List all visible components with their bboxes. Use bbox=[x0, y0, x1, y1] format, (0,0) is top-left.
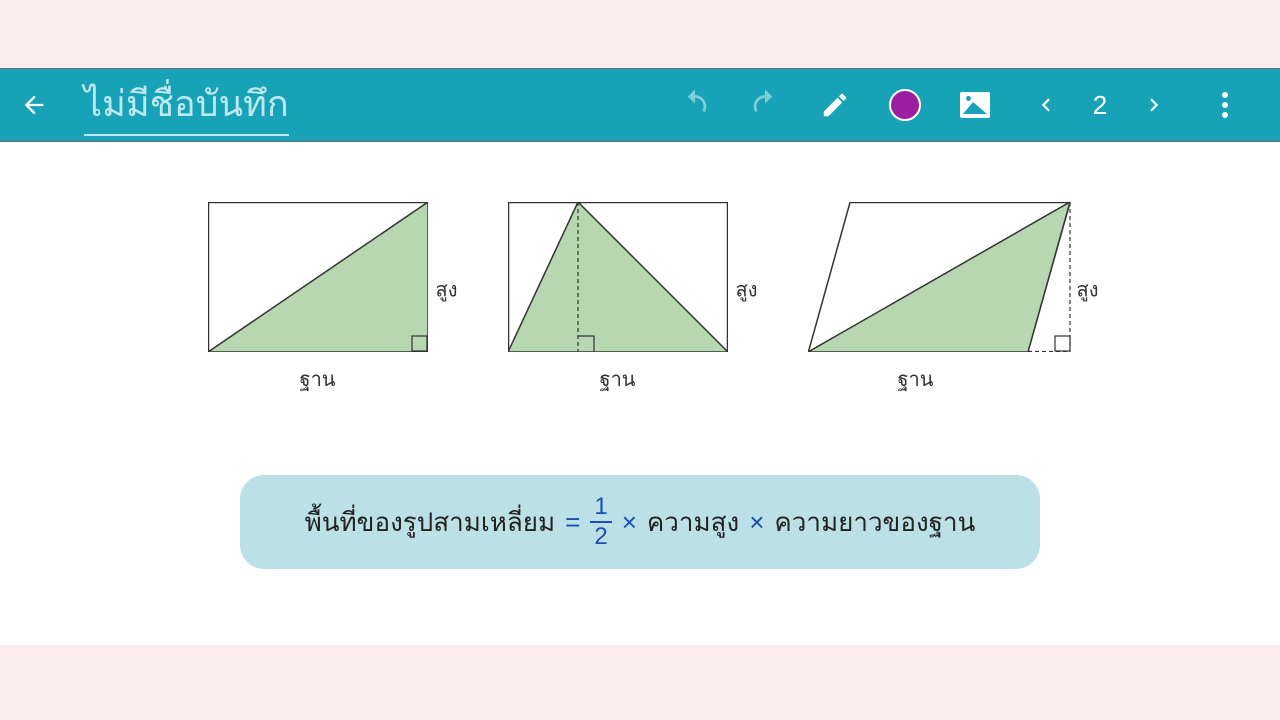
canvas-area[interactable]: สูง ฐาน สูง ฐาน สูง ฐาน bbox=[0, 142, 1280, 645]
height-label: สูง bbox=[736, 273, 758, 305]
equals-sign: = bbox=[565, 507, 580, 538]
formula-box: พื้นที่ของรูปสามเหลี่ยม = 1 2 × ความสูง … bbox=[240, 475, 1040, 569]
fraction-numerator: 1 bbox=[590, 495, 611, 523]
insert-image-button[interactable] bbox=[940, 68, 1010, 142]
letterbox-bottom bbox=[0, 645, 1280, 720]
formula-base-length: ความยาวของฐาน bbox=[774, 502, 975, 543]
figure-2-svg bbox=[508, 202, 728, 352]
back-button[interactable] bbox=[20, 91, 48, 119]
base-label: ฐาน bbox=[208, 363, 428, 395]
image-icon bbox=[960, 92, 990, 118]
app-toolbar: ไม่มีชื่อบันทึก 2 bbox=[0, 68, 1280, 142]
next-page-button[interactable] bbox=[1120, 68, 1190, 142]
base-label: ฐาน bbox=[508, 363, 728, 395]
figure-3: สูง ฐาน bbox=[808, 202, 1073, 395]
undo-button[interactable] bbox=[660, 68, 730, 142]
base-label: ฐาน bbox=[808, 363, 1073, 395]
times-sign: × bbox=[622, 507, 637, 538]
document-title[interactable]: ไม่มีชื่อบันทึก bbox=[84, 75, 289, 136]
fraction-denominator: 2 bbox=[590, 523, 611, 549]
times-sign: × bbox=[749, 507, 764, 538]
formula-height: ความสูง bbox=[647, 502, 739, 543]
pen-tool-button[interactable] bbox=[800, 68, 870, 142]
page-number: 2 bbox=[1080, 90, 1120, 121]
color-swatch-icon bbox=[889, 89, 921, 121]
fraction-one-half: 1 2 bbox=[590, 495, 611, 549]
figure-1-svg bbox=[208, 202, 428, 352]
more-vertical-icon bbox=[1213, 92, 1237, 118]
color-picker-button[interactable] bbox=[870, 68, 940, 142]
height-label: สูง bbox=[436, 273, 458, 305]
triangle-figures-row: สูง ฐาน สูง ฐาน สูง ฐาน bbox=[0, 142, 1280, 395]
figure-3-svg bbox=[808, 202, 1073, 352]
redo-button[interactable] bbox=[730, 68, 800, 142]
prev-page-button[interactable] bbox=[1010, 68, 1080, 142]
formula-lhs: พื้นที่ของรูปสามเหลี่ยม bbox=[305, 502, 556, 543]
figure-1: สูง ฐาน bbox=[208, 202, 428, 395]
figure-2: สูง ฐาน bbox=[508, 202, 728, 395]
height-label: สูง bbox=[1077, 273, 1099, 305]
more-menu-button[interactable] bbox=[1190, 68, 1260, 142]
letterbox-top bbox=[0, 0, 1280, 68]
